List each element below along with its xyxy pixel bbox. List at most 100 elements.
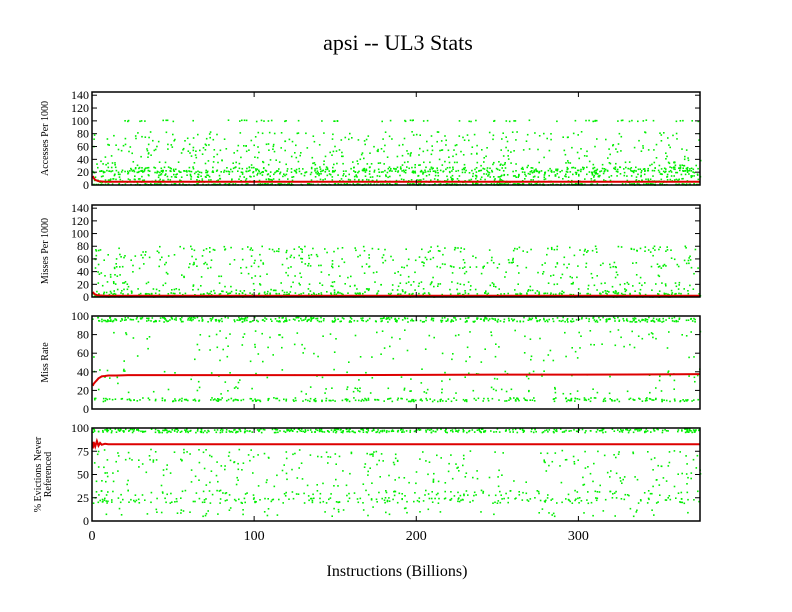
scatter-point [527, 289, 530, 291]
scatter-point [353, 175, 356, 178]
scatter-point [183, 275, 185, 278]
scatter-point [556, 120, 558, 123]
scatter-point [466, 431, 468, 434]
scatter-point [381, 320, 383, 322]
scatter-point [322, 335, 324, 337]
scatter-point [482, 267, 484, 269]
scatter-point [474, 288, 477, 291]
scatter-point [290, 171, 293, 173]
scatter-point [689, 284, 691, 287]
scatter-point [339, 320, 341, 323]
scatter-point [381, 430, 384, 433]
scatter-point [355, 249, 357, 252]
scatter-point [693, 499, 695, 501]
scatter-point [245, 170, 247, 173]
scatter-point [291, 179, 294, 182]
y-tick-label: 120 [71, 101, 89, 115]
scatter-point [498, 169, 501, 171]
scatter-point [572, 132, 575, 135]
scatter-point [376, 398, 379, 401]
scatter-point [441, 352, 444, 355]
scatter-point [238, 293, 241, 295]
scatter-point [617, 292, 620, 294]
scatter-point [181, 274, 183, 276]
scatter-point [620, 292, 623, 295]
scatter-point [253, 144, 255, 147]
scatter-point [396, 501, 399, 504]
scatter-point [337, 183, 339, 185]
scatter-point [618, 430, 621, 433]
scatter-point [632, 285, 634, 287]
scatter-point [133, 399, 135, 401]
scatter-point [599, 292, 601, 295]
scatter-point [292, 176, 295, 178]
scatter-point [457, 431, 459, 433]
scatter-point [630, 175, 633, 177]
scatter-point [322, 482, 324, 485]
scatter-point [238, 316, 240, 319]
scatter-point [617, 293, 619, 295]
scatter-point [456, 288, 458, 291]
scatter-point [590, 183, 593, 185]
scatter-point [609, 490, 611, 493]
scatter-point [307, 264, 309, 267]
scatter-point [344, 398, 347, 401]
y-axis-label: Accesses Per 1000 [40, 101, 51, 176]
scatter-point [403, 171, 405, 173]
scatter-point [305, 132, 307, 135]
scatter-point [592, 167, 594, 170]
scatter-point [437, 179, 439, 181]
scatter-point [446, 431, 448, 434]
scatter-point [425, 489, 427, 492]
scatter-point [534, 132, 536, 134]
scatter-point [185, 429, 187, 432]
scatter-point [232, 399, 235, 401]
scatter-point [663, 292, 666, 295]
scatter-point [651, 333, 654, 335]
scatter-point [147, 156, 149, 158]
scatter-point [301, 343, 303, 346]
scatter-point [561, 292, 563, 295]
scatter-point [315, 400, 317, 402]
scatter-point [606, 318, 608, 320]
scatter-point [458, 429, 460, 432]
scatter-point [548, 429, 551, 431]
scatter-point [176, 428, 178, 431]
scatter-point [346, 398, 349, 401]
scatter-point [110, 170, 112, 173]
scatter-point [427, 251, 430, 253]
scatter-point [269, 175, 271, 177]
scatter-point [411, 398, 413, 401]
scatter-point [592, 120, 594, 123]
scatter-point [94, 398, 96, 401]
scatter-point [341, 155, 343, 158]
scatter-point [577, 265, 579, 267]
scatter-point [505, 492, 507, 495]
scatter-point [195, 156, 198, 159]
scatter-point [586, 292, 588, 295]
scatter-point [240, 267, 242, 269]
scatter-point [394, 272, 396, 274]
scatter-point [115, 266, 118, 268]
scatter-point [554, 175, 557, 177]
scatter-point [122, 498, 124, 501]
scatter-point [509, 397, 511, 399]
scatter-point [286, 249, 288, 252]
scatter-point [538, 171, 540, 174]
scatter-point [229, 459, 232, 462]
scatter-point [165, 119, 167, 122]
scatter-point [237, 144, 240, 147]
scatter-point [103, 259, 105, 261]
scatter-point [596, 491, 599, 493]
scatter-point [677, 430, 679, 433]
scatter-point [626, 179, 629, 182]
scatter-point [431, 491, 433, 493]
scatter-point [223, 169, 226, 172]
scatter-point [309, 397, 312, 400]
scatter-point [238, 178, 240, 180]
scatter-point [577, 497, 579, 500]
scatter-point [481, 149, 483, 151]
scatter-point [472, 255, 474, 257]
scatter-point [432, 481, 435, 483]
scatter-point [441, 317, 444, 319]
